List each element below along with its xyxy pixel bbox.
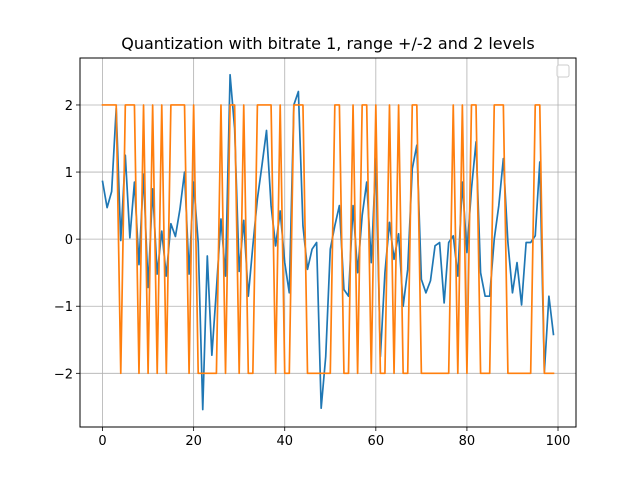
y-tick-label: −1	[54, 300, 73, 315]
chart-title: Quantization with bitrate 1, range +/-2 …	[121, 34, 534, 53]
tick-layer: 0 20 40 60 80 100 −2 −1 0 1 2	[54, 99, 571, 449]
series-line-2	[101, 104, 555, 375]
y-tick-label: 0	[65, 233, 73, 248]
x-tick-label: 20	[185, 434, 202, 449]
y-tick-label: 2	[65, 99, 73, 114]
legend-box	[556, 64, 570, 78]
axes-frame	[79, 57, 577, 428]
y-tick-label: 1	[65, 166, 73, 181]
x-tick-label: 60	[368, 434, 385, 449]
x-tick-label: 100	[546, 434, 571, 449]
x-tick-label: 0	[98, 434, 106, 449]
series-layer	[101, 73, 555, 411]
x-tick-label: 40	[276, 434, 293, 449]
x-tick-label: 80	[459, 434, 476, 449]
y-tick-label: −2	[54, 367, 73, 382]
